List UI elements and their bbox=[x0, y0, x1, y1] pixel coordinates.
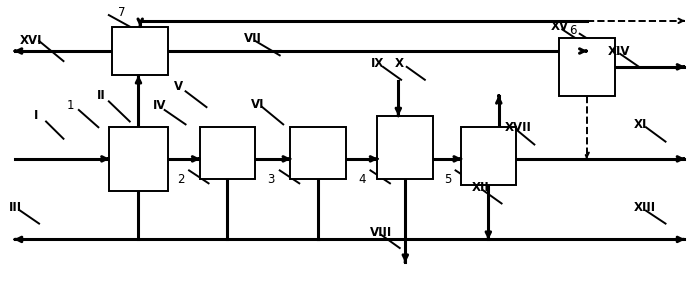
Text: 6: 6 bbox=[569, 24, 577, 37]
Text: X: X bbox=[395, 58, 404, 71]
Bar bbox=[113, 27, 168, 75]
Text: IV: IV bbox=[153, 99, 166, 112]
Text: II: II bbox=[97, 89, 106, 102]
Bar bbox=[377, 116, 433, 179]
Text: III: III bbox=[9, 201, 22, 214]
Text: VIII: VIII bbox=[370, 226, 393, 239]
Text: XII: XII bbox=[472, 181, 489, 194]
Bar bbox=[559, 38, 614, 96]
Text: I: I bbox=[34, 109, 38, 122]
Text: XV: XV bbox=[550, 20, 568, 33]
Text: V: V bbox=[174, 80, 183, 93]
Text: VI: VI bbox=[250, 98, 264, 111]
Bar bbox=[199, 127, 255, 179]
Text: 4: 4 bbox=[359, 173, 366, 186]
Text: XIII: XIII bbox=[634, 201, 656, 214]
Text: 7: 7 bbox=[118, 6, 125, 19]
Bar bbox=[109, 127, 168, 190]
Text: IX: IX bbox=[370, 58, 384, 71]
Text: 5: 5 bbox=[444, 173, 451, 186]
Text: 1: 1 bbox=[67, 99, 75, 112]
Text: VII: VII bbox=[243, 32, 261, 45]
Text: XVI: XVI bbox=[20, 34, 43, 47]
Text: XI: XI bbox=[634, 118, 647, 131]
Text: 3: 3 bbox=[267, 173, 275, 186]
Text: 2: 2 bbox=[177, 173, 185, 186]
Text: XVII: XVII bbox=[505, 121, 531, 134]
Bar bbox=[461, 127, 516, 185]
Text: XIV: XIV bbox=[607, 45, 630, 58]
Bar bbox=[290, 127, 346, 179]
